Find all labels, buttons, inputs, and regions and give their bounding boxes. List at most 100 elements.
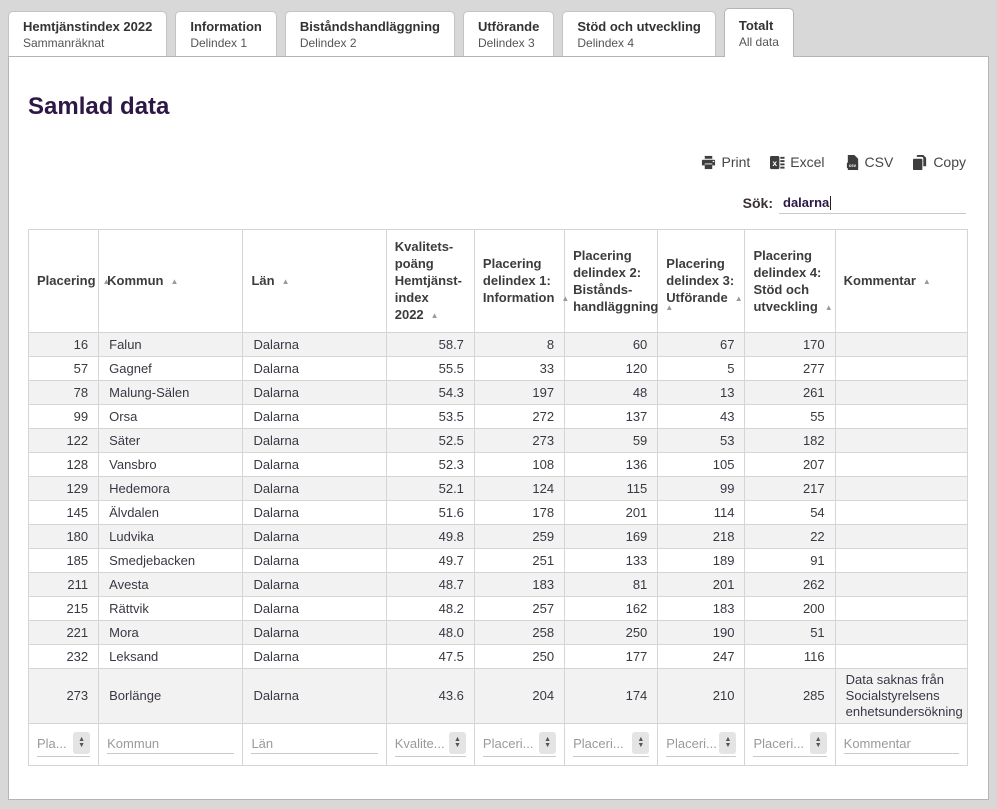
table-footer: ▲▼ ▲▼ ▲▼ ▲▼ ▲▼ ▲▼ <box>29 724 968 766</box>
table-cell: 120 <box>565 357 658 381</box>
table-cell: Dalarna <box>243 525 386 549</box>
table-cell: Dalarna <box>243 429 386 453</box>
table-cell: 67 <box>658 333 745 357</box>
number-spinner[interactable]: ▲▼ <box>449 732 466 754</box>
table-cell: 128 <box>29 453 99 477</box>
table-cell: 169 <box>565 525 658 549</box>
table-cell: 49.7 <box>386 549 474 573</box>
table-cell: 51.6 <box>386 501 474 525</box>
table-cell: 81 <box>565 573 658 597</box>
table-cell <box>835 333 967 357</box>
filter-input-kommentar[interactable] <box>844 736 959 751</box>
tab-title: Biståndshandläggning <box>300 19 440 34</box>
table-cell: 197 <box>474 381 564 405</box>
table-cell: 183 <box>658 597 745 621</box>
table-cell <box>835 477 967 501</box>
filter-input-delindex2[interactable] <box>573 736 630 751</box>
table-cell: 51 <box>745 621 835 645</box>
sort-asc-icon: ▲ <box>825 303 833 312</box>
column-header-lan[interactable]: Län▲ <box>243 230 386 333</box>
column-header-delindex2[interactable]: Placering delindex 2: Bistånds-handläggn… <box>565 230 658 333</box>
filter-input-delindex3[interactable] <box>666 736 717 751</box>
tab-utforande[interactable]: Utförande Delindex 3 <box>463 11 554 56</box>
table-cell: 261 <box>745 381 835 405</box>
table-cell: Rättvik <box>99 597 243 621</box>
filter-input-placering[interactable] <box>37 736 71 751</box>
filter-cell: ▲▼ <box>474 724 564 766</box>
table-row: 211AvestaDalarna48.718381201262 <box>29 573 968 597</box>
table-cell: 60 <box>565 333 658 357</box>
table-cell: Avesta <box>99 573 243 597</box>
column-header-delindex3[interactable]: Placering delindex 3: Utförande▲ <box>658 230 745 333</box>
copy-button[interactable]: Copy <box>913 154 966 170</box>
table-cell: 211 <box>29 573 99 597</box>
column-header-kommentar[interactable]: Kommentar▲ <box>835 230 967 333</box>
tab-totalt[interactable]: Totalt All data <box>724 8 794 57</box>
copy-label: Copy <box>933 154 966 170</box>
filter-input-delindex4[interactable] <box>753 736 807 751</box>
table-cell: Dalarna <box>243 501 386 525</box>
svg-text:csv: csv <box>848 163 856 168</box>
filter-cell <box>99 724 243 766</box>
table-cell: 210 <box>658 669 745 724</box>
number-spinner[interactable]: ▲▼ <box>73 732 90 754</box>
column-header-kommun[interactable]: Kommun▲ <box>99 230 243 333</box>
table-cell: 200 <box>745 597 835 621</box>
column-header-delindex4[interactable]: Placering delindex 4: Stöd och utvecklin… <box>745 230 835 333</box>
excel-button[interactable]: x Excel <box>770 154 824 170</box>
copy-icon <box>913 155 928 170</box>
print-button[interactable]: Print <box>701 154 750 170</box>
table-cell: 277 <box>745 357 835 381</box>
tab-hemtjanstindex[interactable]: Hemtjänstindex 2022 Sammanräknat <box>8 11 167 56</box>
table-cell: 145 <box>29 501 99 525</box>
table-cell: 22 <box>745 525 835 549</box>
filter-input-delindex1[interactable] <box>483 736 537 751</box>
tab-subtitle: Delindex 3 <box>478 36 539 50</box>
column-header-kvalitetspoang[interactable]: Kvalitets-poäng Hemtjänst-index 2022▲ <box>386 230 474 333</box>
tab-title: Hemtjänstindex 2022 <box>23 19 152 34</box>
table-cell: 54 <box>745 501 835 525</box>
tab-subtitle: Delindex 2 <box>300 36 440 50</box>
csv-button[interactable]: csv CSV <box>845 154 894 170</box>
tab-subtitle: Sammanräknat <box>23 36 152 50</box>
number-spinner[interactable]: ▲▼ <box>632 732 649 754</box>
tab-title: Totalt <box>739 18 779 33</box>
table-cell: 124 <box>474 477 564 501</box>
table-cell: 105 <box>658 453 745 477</box>
table-cell: 258 <box>474 621 564 645</box>
number-spinner[interactable]: ▲▼ <box>719 732 736 754</box>
table-row: 232LeksandDalarna47.5250177247116 <box>29 645 968 669</box>
table-cell: 262 <box>745 573 835 597</box>
column-header-delindex1[interactable]: Placering delindex 1: Information▲ <box>474 230 564 333</box>
filter-input-lan[interactable] <box>251 736 377 751</box>
table-row: 221MoraDalarna48.025825019051 <box>29 621 968 645</box>
table-cell: Orsa <box>99 405 243 429</box>
table-cell: 54.3 <box>386 381 474 405</box>
table-row: 122SäterDalarna52.52735953182 <box>29 429 968 453</box>
table-cell: 182 <box>745 429 835 453</box>
table-cell: 250 <box>565 621 658 645</box>
table-cell: 251 <box>474 549 564 573</box>
column-header-label: Placering <box>37 273 96 288</box>
tab-stod-och-utveckling[interactable]: Stöd och utveckling Delindex 4 <box>562 11 716 56</box>
table-cell: 47.5 <box>386 645 474 669</box>
filter-input-kommun[interactable] <box>107 736 234 751</box>
number-spinner[interactable]: ▲▼ <box>810 732 827 754</box>
number-spinner[interactable]: ▲▼ <box>539 732 556 754</box>
table-cell: 53.5 <box>386 405 474 429</box>
tab-bistandshandlaggning[interactable]: Biståndshandläggning Delindex 2 <box>285 11 455 56</box>
table-cell: 55.5 <box>386 357 474 381</box>
column-header-placering[interactable]: Placering▲ <box>29 230 99 333</box>
sort-asc-icon: ▲ <box>282 277 290 286</box>
csv-icon: csv <box>845 155 860 170</box>
search-input[interactable]: dalarna <box>779 193 966 214</box>
table-cell: Hedemora <box>99 477 243 501</box>
filter-input-kvalitetspoang[interactable] <box>395 736 447 751</box>
table-cell: 58.7 <box>386 333 474 357</box>
table-cell: 99 <box>658 477 745 501</box>
sort-asc-icon: ▲ <box>170 277 178 286</box>
tab-information[interactable]: Information Delindex 1 <box>175 11 277 56</box>
table-cell: Smedjebacken <box>99 549 243 573</box>
table-cell: 250 <box>474 645 564 669</box>
table-cell <box>835 597 967 621</box>
